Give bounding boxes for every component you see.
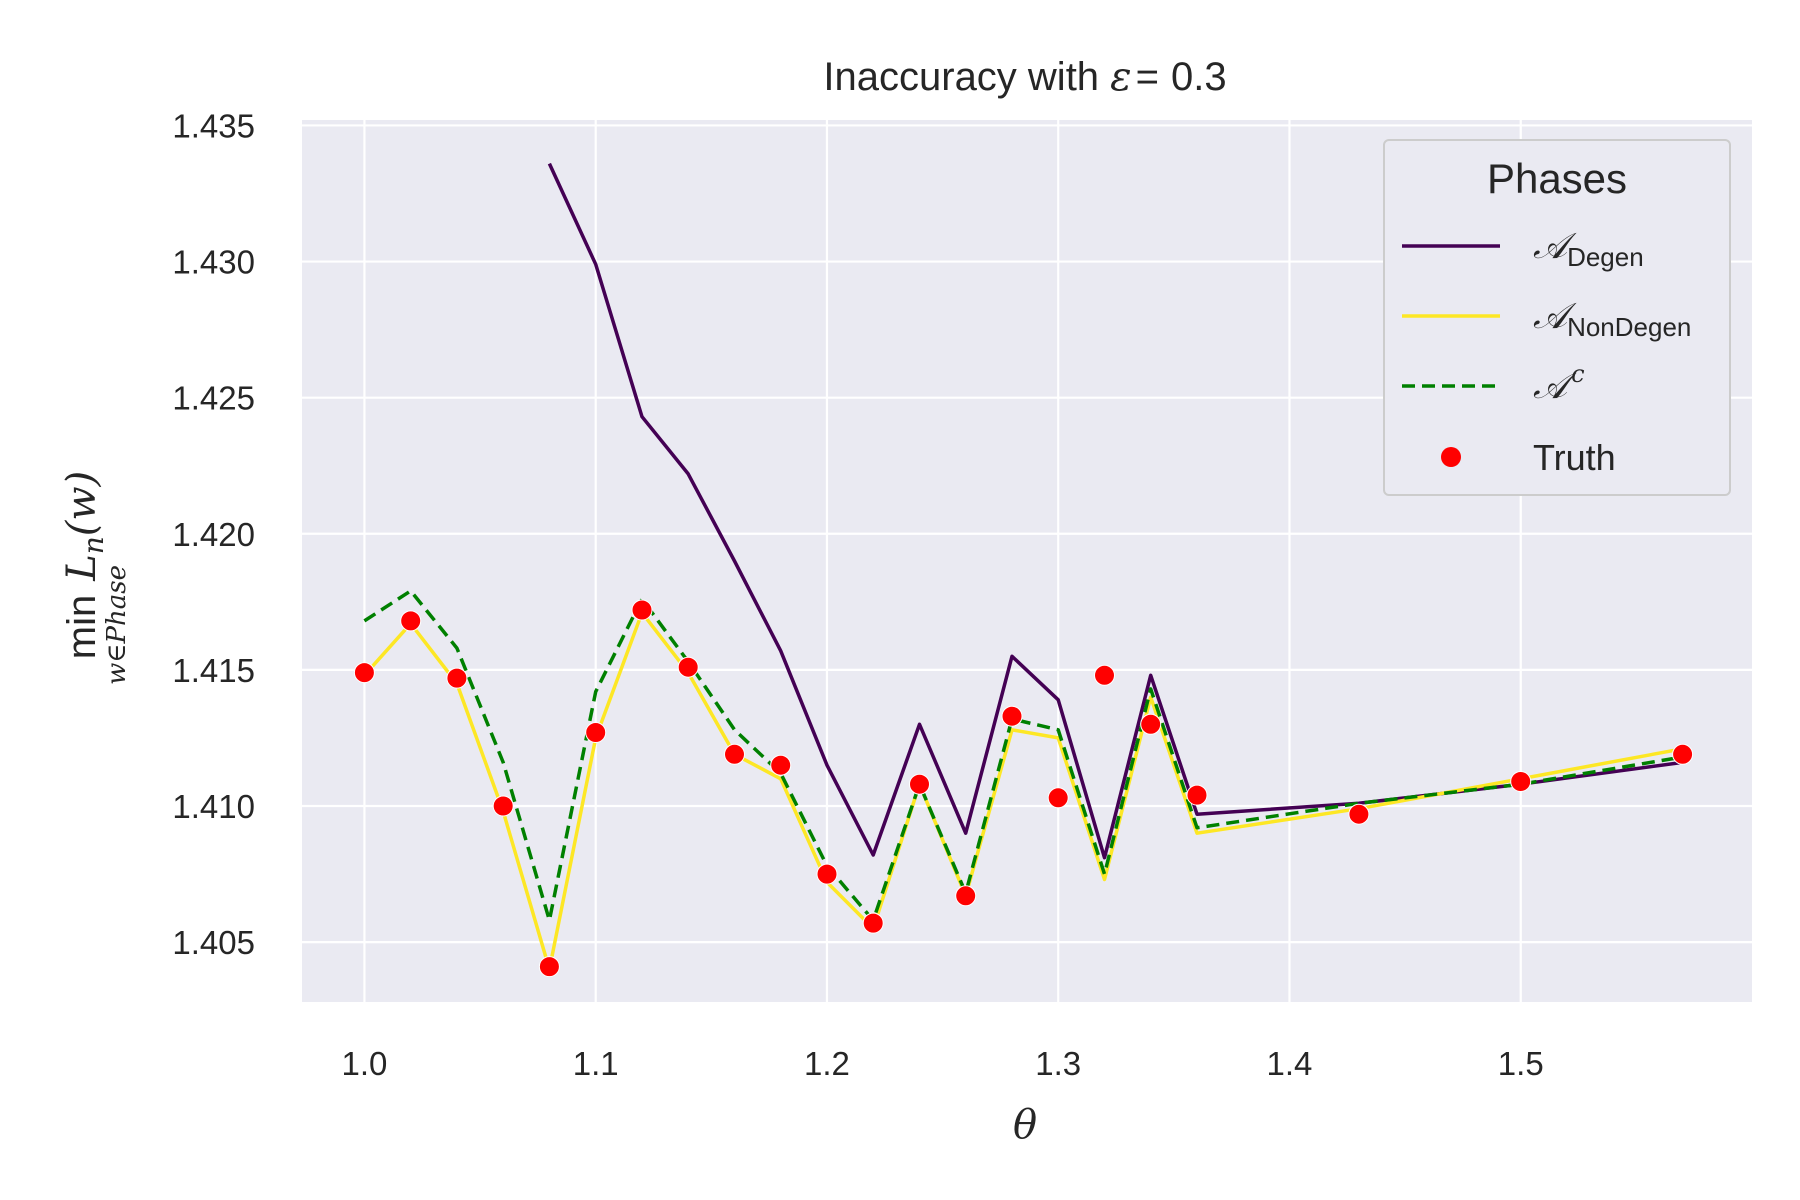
truth-point (1672, 743, 1694, 765)
truth-point (1094, 664, 1115, 686)
series-lines (363, 162, 1683, 972)
truth-point (955, 885, 977, 907)
truth-point (1186, 784, 1208, 806)
truth-point (446, 667, 468, 689)
y-label-expr: L (59, 554, 105, 582)
legend-nondegen-sub: NonDegen (1567, 312, 1691, 342)
legend-complement-sup: c (1571, 360, 1584, 388)
title-group: Inaccuracy with ε = 0.3 (823, 54, 1226, 100)
y-label-min: min (60, 595, 104, 659)
series-line-nondegen (363, 610, 1683, 972)
x-axis-label: θ (1013, 1102, 1037, 1148)
truth-point (724, 743, 745, 765)
truth-point (1047, 787, 1069, 809)
x-tick-label: 1.3 (1035, 1045, 1081, 1082)
legend-label-truth: Truth (1533, 437, 1616, 478)
truth-point (631, 599, 653, 621)
truth-point (677, 656, 699, 678)
y-tick-label: 1.425 (172, 380, 255, 417)
legend-label-nondegen: 𝒜NonDegen (1533, 296, 1691, 342)
x-tick-label: 1.4 (1267, 1045, 1313, 1082)
x-tick-labels: 1.0 1.1 1.2 1.3 1.4 1.5 (342, 1045, 1544, 1082)
title-prefix: Inaccuracy with (823, 55, 1110, 99)
truth-point (538, 956, 560, 978)
truth-point (400, 610, 422, 632)
y-label-arg: (w) (59, 471, 105, 536)
title-value: 0.3 (1171, 55, 1227, 99)
truth-point (816, 863, 838, 885)
y-tick-label: 1.410 (172, 788, 255, 825)
y-label-under: w∈Phase (102, 565, 132, 685)
truth-point (492, 795, 514, 817)
y-tick-label: 1.405 (172, 924, 255, 961)
truth-point (862, 912, 884, 934)
y-axis-label: min Ln(w) w∈Phase (59, 471, 132, 685)
y-axis-label-main: min Ln(w) (59, 471, 110, 660)
title-eq: = (1136, 55, 1159, 99)
truth-point (353, 662, 375, 684)
truth-point (1348, 803, 1370, 825)
truth-point (1510, 771, 1532, 792)
x-tick-label: 1.0 (342, 1045, 388, 1082)
legend-label-degen: 𝒜Degen (1533, 226, 1644, 272)
y-tick-label: 1.415 (172, 652, 255, 689)
series-line-degen (547, 162, 1683, 860)
truth-point (909, 773, 930, 795)
legend-swatch-truth (1441, 447, 1461, 467)
y-tick-label: 1.435 (172, 107, 255, 144)
x-tick-label: 1.2 (804, 1045, 850, 1082)
chart-title: Inaccuracy with ε = 0.3 (823, 54, 1226, 100)
title-symbol: ε (1110, 54, 1131, 100)
legend-title: Phases (1487, 155, 1627, 202)
truth-points (353, 599, 1694, 978)
legend-box (1383, 139, 1731, 496)
y-tick-label: 1.430 (172, 244, 255, 281)
x-tick-label: 1.1 (573, 1045, 619, 1082)
y-tick-label: 1.420 (172, 516, 255, 553)
legend-degen-sub: Degen (1567, 242, 1644, 272)
y-label-sub: n (77, 536, 110, 554)
truth-point (585, 722, 607, 743)
x-tick-label: 1.5 (1498, 1045, 1544, 1082)
truth-point (770, 754, 792, 776)
truth-point (1001, 705, 1023, 727)
y-tick-labels: 1.405 1.410 1.415 1.420 1.425 1.430 1.435 (172, 107, 255, 961)
truth-point (1140, 713, 1162, 735)
